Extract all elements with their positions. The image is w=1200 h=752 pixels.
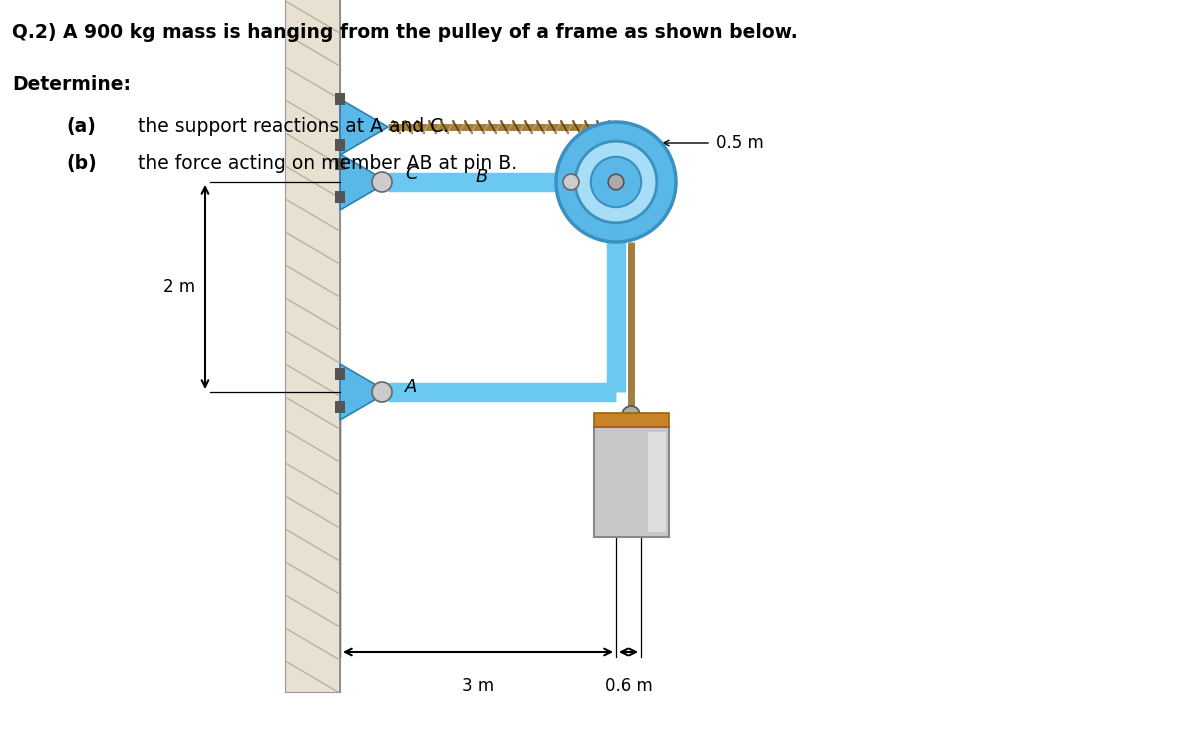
Bar: [335, 93, 346, 105]
Circle shape: [372, 382, 392, 402]
Circle shape: [563, 174, 580, 190]
Text: 3 m: 3 m: [462, 677, 494, 695]
Text: A: A: [406, 378, 418, 396]
Text: (b): (b): [66, 154, 97, 173]
Text: the force acting on member AB at pin B.: the force acting on member AB at pin B.: [138, 154, 517, 173]
Bar: [335, 191, 346, 203]
Polygon shape: [340, 154, 388, 210]
Text: C: C: [406, 165, 418, 183]
Circle shape: [622, 406, 640, 424]
Text: the support reactions at A and C.: the support reactions at A and C.: [138, 117, 449, 135]
Bar: [594, 427, 668, 537]
Bar: [335, 368, 346, 380]
Bar: [335, 401, 346, 413]
Text: (a): (a): [66, 117, 96, 135]
Polygon shape: [340, 364, 388, 420]
Circle shape: [556, 122, 676, 242]
Bar: [286, 0, 340, 692]
Circle shape: [590, 157, 641, 208]
Bar: [594, 413, 668, 427]
Text: Q.2) A 900 kg mass is hanging from the pulley of a frame as shown below.: Q.2) A 900 kg mass is hanging from the p…: [12, 23, 798, 41]
Circle shape: [608, 174, 624, 190]
Text: 0.6 m: 0.6 m: [605, 677, 653, 695]
Text: 2 m: 2 m: [163, 278, 194, 296]
Circle shape: [372, 172, 392, 192]
Text: Determine:: Determine:: [12, 75, 131, 94]
Bar: [648, 432, 666, 532]
Bar: [335, 158, 346, 170]
Circle shape: [575, 141, 656, 223]
Bar: [335, 139, 346, 151]
Text: B: B: [476, 168, 488, 186]
Text: 0.5 m: 0.5 m: [716, 134, 763, 152]
Polygon shape: [340, 99, 388, 155]
